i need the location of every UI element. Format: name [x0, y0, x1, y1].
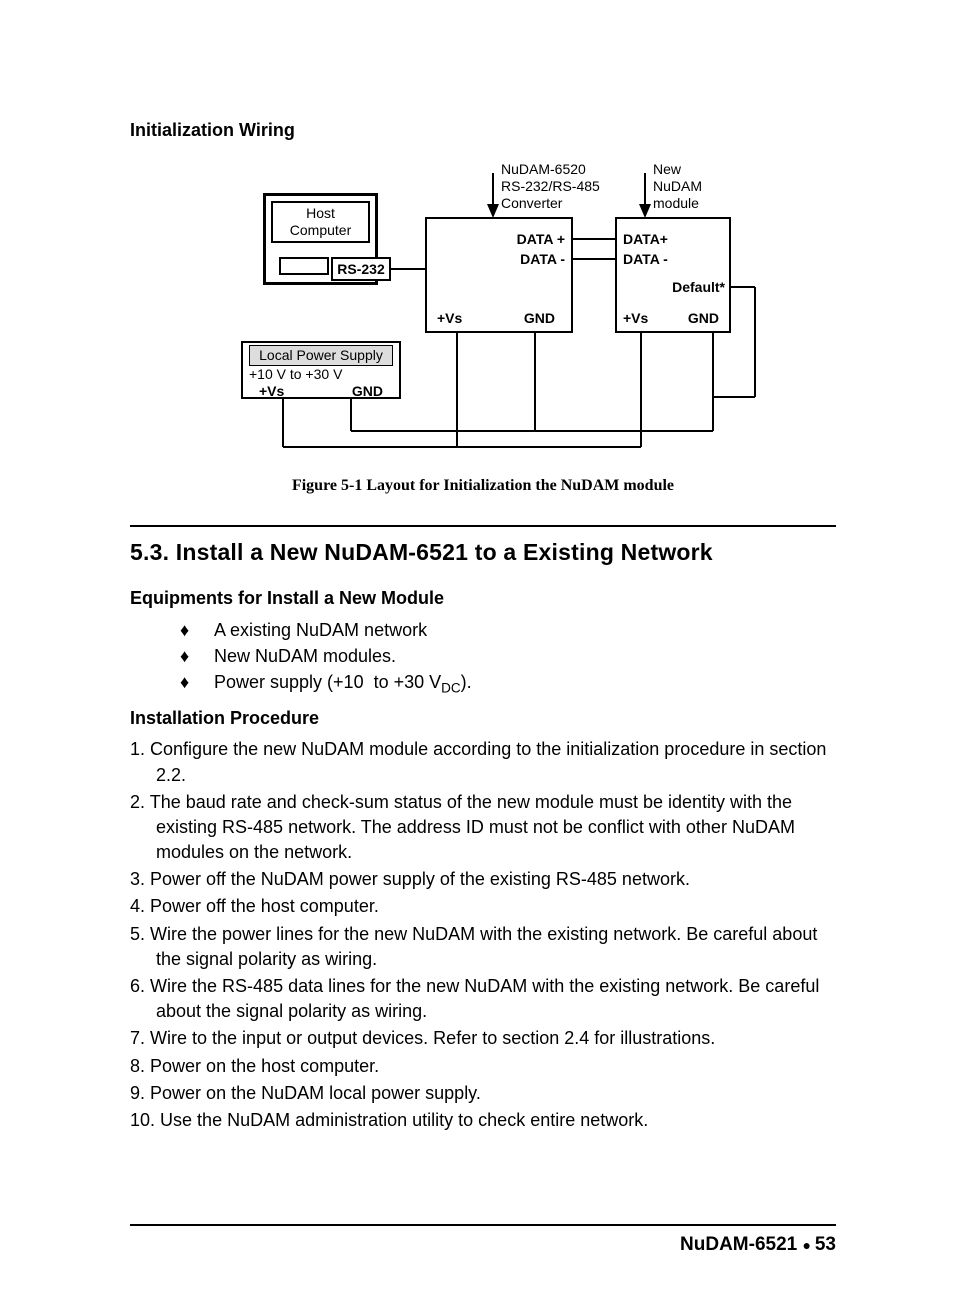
host-computer-box: HostComputer [271, 201, 370, 243]
figure-5-1: NuDAM-6520RS-232/RS-485Converter NewNuDA… [130, 161, 836, 495]
wiring-diagram: NuDAM-6520RS-232/RS-485Converter NewNuDA… [203, 161, 763, 471]
footer-page: 53 [815, 1234, 836, 1255]
host-port [279, 257, 329, 275]
figure-caption: Figure 5-1 Layout for Initialization the… [292, 477, 674, 495]
equip-item: New NuDAM modules. [180, 643, 836, 669]
footer-rule [130, 1224, 836, 1226]
new-default: Default* [672, 279, 725, 296]
equipment-list: A existing NuDAM network New NuDAM modul… [130, 617, 836, 698]
lps-vs: +Vs [259, 383, 284, 400]
lps-range: +10 V to +30 V [249, 366, 393, 383]
new-module-box: DATA+ DATA - Default* +Vs GND [615, 217, 731, 333]
proc-step: Wire to the input or output devices. Ref… [130, 1026, 836, 1051]
heading-equipments: Equipments for Install a New Module [130, 588, 836, 609]
rs232-label: RS-232 [331, 257, 391, 281]
proc-step: Wire the power lines for the new NuDAM w… [130, 922, 836, 972]
proc-step: Power off the NuDAM power supply of the … [130, 867, 836, 892]
proc-step: Configure the new NuDAM module according… [130, 737, 836, 787]
procedure-list: Configure the new NuDAM module according… [130, 737, 836, 1133]
equip-item: Power supply (+10 to +30 VDC). [180, 669, 836, 698]
footer-model: NuDAM-6521 [680, 1234, 797, 1255]
lps-title: Local Power Supply [249, 345, 393, 366]
label-new-module: NewNuDAMmodule [653, 161, 723, 211]
proc-step: Use the NuDAM administration utility to … [130, 1108, 836, 1133]
conv-vs: +Vs [437, 310, 462, 327]
page-footer: NuDAM-6521 ● 53 [680, 1234, 836, 1256]
heading-init-wiring: Initialization Wiring [130, 120, 836, 141]
new-data-plus: DATA+ [623, 231, 668, 248]
proc-step: The baud rate and check-sum status of th… [130, 790, 836, 866]
conv-data-plus: DATA + [517, 231, 565, 248]
conv-gnd: GND [524, 310, 555, 327]
conv-data-minus: DATA - [520, 251, 565, 268]
converter-box: DATA + DATA - +Vs GND [425, 217, 573, 333]
local-power-supply-box: Local Power Supply +10 V to +30 V +Vs GN… [241, 341, 401, 399]
proc-step: Power on the host computer. [130, 1054, 836, 1079]
proc-step: Power off the host computer. [130, 894, 836, 919]
lps-gnd: GND [352, 383, 383, 400]
new-vs: +Vs [623, 310, 648, 327]
footer-bullet: ● [803, 1237, 815, 1253]
heading-procedure: Installation Procedure [130, 708, 836, 729]
proc-step: Wire the RS-485 data lines for the new N… [130, 974, 836, 1024]
section-rule [130, 525, 836, 527]
section-title: 5.3. Install a New NuDAM-6521 to a Exist… [130, 539, 836, 566]
proc-step: Power on the NuDAM local power supply. [130, 1081, 836, 1106]
equip-item: A existing NuDAM network [180, 617, 836, 643]
label-converter: NuDAM-6520RS-232/RS-485Converter [501, 161, 611, 211]
new-data-minus: DATA - [623, 251, 668, 268]
new-gnd: GND [688, 310, 719, 327]
